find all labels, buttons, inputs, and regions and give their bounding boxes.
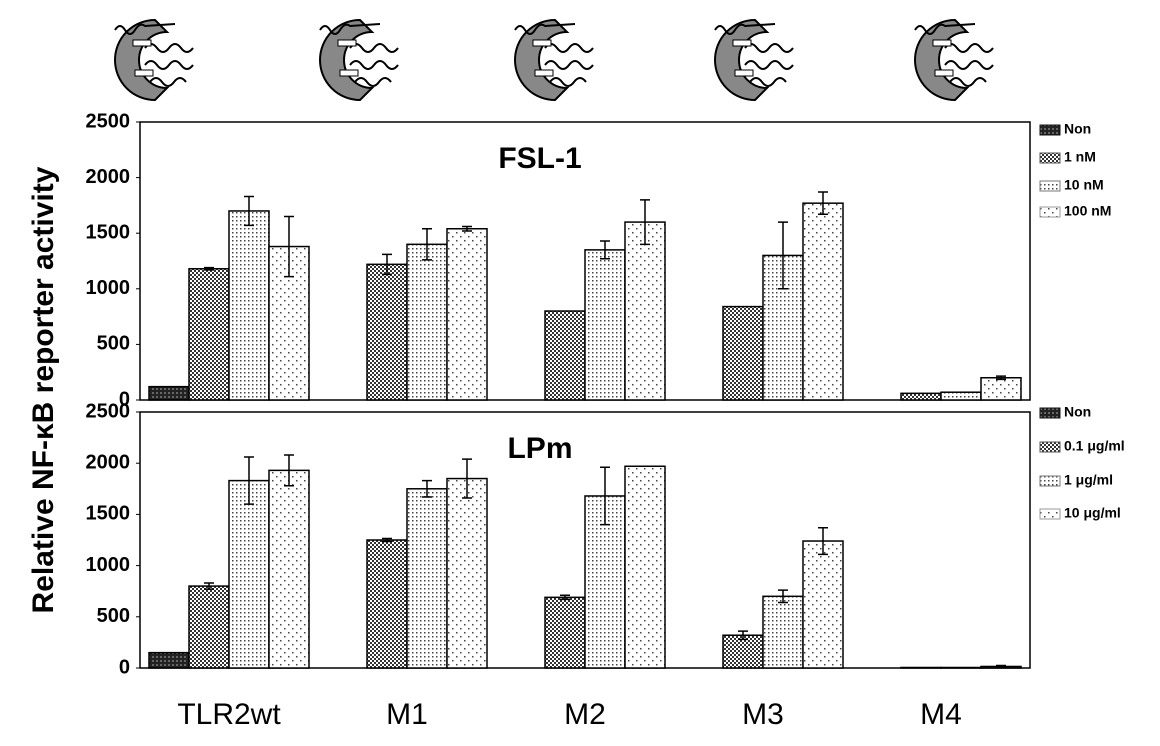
y-tick-label: 2500	[86, 400, 131, 422]
legend-label: Non	[1064, 404, 1091, 420]
bar	[447, 229, 487, 400]
bar	[149, 387, 189, 400]
y-tick-label: 1000	[86, 554, 131, 576]
bar	[407, 244, 447, 400]
bar	[941, 392, 981, 400]
legend-label: 1 μg/ml	[1064, 472, 1113, 488]
bar	[803, 541, 843, 668]
bar	[269, 470, 309, 668]
x-tick-label: M3	[742, 698, 784, 731]
bar	[981, 378, 1021, 400]
legend-label: 10 μg/ml	[1064, 505, 1121, 521]
bar	[545, 597, 585, 668]
bar	[585, 250, 625, 400]
bar	[941, 667, 981, 668]
x-tick-label: M2	[564, 698, 606, 731]
x-tick-label: M1	[386, 698, 428, 731]
chart: Relative NF-κB reporter activity 0 500 100…	[0, 0, 1160, 741]
bar	[723, 307, 763, 400]
legend-label: 1 nM	[1064, 149, 1096, 165]
bar	[545, 311, 585, 400]
bar	[625, 466, 665, 668]
y-axis-label: Relative NF-κB reporter activity	[27, 166, 60, 613]
bar	[189, 586, 229, 668]
bar	[229, 211, 269, 400]
y-tick-label: 2000	[86, 166, 131, 188]
bar	[149, 653, 189, 668]
bar	[367, 540, 407, 668]
bar	[723, 635, 763, 668]
y-tick-label: 2500	[86, 110, 131, 132]
panel-title: FSL-1	[498, 142, 581, 175]
legend-label: Non	[1064, 121, 1091, 137]
bar	[189, 269, 229, 400]
legend-swatch	[1040, 125, 1060, 135]
y-tick-label: 500	[97, 333, 130, 355]
legend-swatch	[1040, 207, 1060, 217]
y-tick-label: 0	[119, 656, 130, 678]
legend-swatch	[1040, 509, 1060, 519]
y-tick-label: 1500	[86, 503, 131, 525]
legend-swatch	[1040, 181, 1060, 191]
legend-swatch	[1040, 408, 1060, 418]
legend-label: 10 nM	[1064, 177, 1104, 193]
bar	[407, 489, 447, 668]
bar	[763, 596, 803, 668]
y-tick-label: 1500	[86, 221, 131, 243]
y-tick-label: 1000	[86, 277, 131, 299]
bar	[901, 667, 941, 668]
x-tick-label: M4	[920, 698, 962, 731]
legend-swatch	[1040, 442, 1060, 452]
legend-label: 0.1 μg/ml	[1064, 438, 1125, 454]
bar	[901, 393, 941, 400]
bar	[625, 222, 665, 400]
y-tick-label: 500	[97, 605, 130, 627]
legend-label: 100 nM	[1064, 203, 1111, 219]
legend-swatch	[1040, 153, 1060, 163]
x-tick-label: TLR2wt	[177, 698, 281, 731]
page: Relative NF-κB reporter activity 0 500 100…	[0, 0, 1160, 746]
panel-title: LPm	[507, 432, 572, 465]
bar	[229, 481, 269, 668]
bar	[803, 203, 843, 400]
bar	[447, 479, 487, 668]
bar	[367, 264, 407, 400]
y-tick-label: 2000	[86, 451, 131, 473]
legend-swatch	[1040, 476, 1060, 486]
